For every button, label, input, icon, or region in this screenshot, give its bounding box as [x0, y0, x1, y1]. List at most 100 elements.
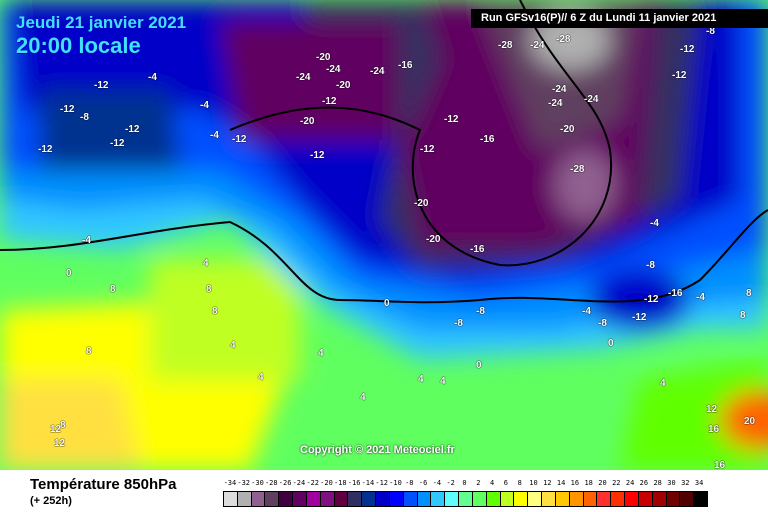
legend-tick-label: -34: [223, 479, 237, 487]
isotherm-label: -8: [646, 260, 655, 271]
isotherm-label: 8: [110, 284, 116, 295]
isotherm-label: -12: [310, 150, 325, 161]
legend-tick-label: 16: [570, 479, 580, 487]
temperature-map: -12 -8 -12 -12 -12 -4 -4 -4 -12 -4 -20 -…: [0, 0, 768, 470]
isotherm-label: -28: [556, 34, 571, 45]
legend-swatch: [348, 492, 363, 506]
isotherm-label: -12: [680, 44, 695, 55]
legend-tick-label: 10: [529, 479, 538, 487]
isotherm-label: -16: [470, 244, 485, 255]
legend-swatch: [583, 492, 598, 506]
legend-swatch: [500, 492, 515, 506]
isotherm-label: -8: [598, 318, 607, 329]
legend-tick-label: 12: [543, 479, 552, 487]
legend-tick-label: -20: [320, 479, 333, 487]
legend-swatch: [251, 492, 266, 506]
model-run-banner: Run GFSv16(P)// 6 Z du Lundi 11 janvier …: [471, 9, 768, 28]
legend-tick-label: 0: [462, 479, 467, 487]
isotherm-label: -24: [530, 40, 545, 51]
isotherm-label: -12: [60, 104, 75, 115]
legend-swatch: [555, 492, 570, 506]
isotherm-label: -16: [480, 134, 495, 145]
isotherm-label: 8: [212, 306, 218, 317]
isotherm-label: 4: [418, 374, 424, 385]
legend-swatch: [472, 492, 487, 506]
isotherm-label: 8: [86, 346, 92, 357]
legend-swatch: [265, 492, 280, 506]
isotherm-label: -28: [570, 164, 585, 175]
legend-tick-label: 34: [694, 479, 704, 487]
legend-ticks: -34 -32 -30 -28 -26 -24 -22 -20 -18 -16 -14 -12 -10-…: [223, 479, 755, 489]
isotherm-label: -28: [498, 40, 513, 51]
isotherm-label: 8: [746, 288, 752, 299]
isotherm-label: -24: [296, 72, 311, 83]
isotherm-label: -8: [80, 112, 89, 123]
legend-tick-label: -24: [292, 479, 306, 487]
legend-swatch: [542, 492, 556, 506]
isotherm-label: -4: [696, 292, 705, 303]
copyright: Copyright © 2021 Meteociel.fr: [300, 444, 455, 456]
legend-bar: [223, 491, 708, 507]
isotherm-label: 0: [608, 338, 614, 349]
isotherm-label: -4: [582, 306, 591, 317]
legend-swatch: [694, 492, 707, 506]
isotherm-label: -20: [560, 124, 575, 135]
isotherm-label: 0: [384, 298, 390, 309]
color-legend: -34 -32 -30 -28 -26 -24 -22 -20 -18 -16 -14 -12 -10-…: [223, 479, 755, 507]
legend-swatch: [597, 492, 612, 506]
legend-tick-label: -16: [347, 479, 361, 487]
isotherm-label: -24: [548, 98, 563, 109]
isotherm-label: 4: [230, 340, 236, 351]
map-title: Température 850hPa: [30, 476, 177, 493]
legend-swatch: [680, 492, 695, 506]
legend-swatch: [224, 492, 238, 506]
legend-swatch: [638, 492, 653, 506]
legend-tick-label: 26: [639, 479, 649, 487]
isotherm-label: -20: [426, 234, 441, 245]
isotherm-label: -12: [94, 80, 109, 91]
legend-tick-label: 20: [598, 479, 607, 487]
isotherm-label: -4: [82, 235, 91, 246]
isotherm-label: -24: [370, 66, 385, 77]
legend-tick-label: -14: [361, 479, 375, 487]
legend-tick-label: -2: [446, 479, 455, 487]
isotherm-label: 4: [318, 348, 324, 359]
isotherm-label: -20: [414, 198, 429, 209]
isotherm-label: 4: [360, 392, 366, 403]
legend-tick-label: 28: [653, 479, 662, 487]
legend-tick-label: -4: [432, 479, 442, 487]
isotherm-label: -20: [316, 52, 331, 63]
legend-swatch: [459, 492, 473, 506]
legend-swatch: [320, 492, 335, 506]
legend-swatch: [362, 492, 377, 506]
legend-tick-label: -22: [306, 479, 320, 487]
isotherm-label: 8: [206, 284, 212, 295]
isotherm-label: -8: [476, 306, 485, 317]
forecast-time: 20:00 locale: [16, 33, 141, 58]
legend-swatch: [652, 492, 667, 506]
forecast-lead-time: (+ 252h): [30, 495, 72, 507]
isotherm-label: 4: [258, 372, 264, 383]
isotherm-label: 8: [740, 310, 746, 321]
legend-tick-label: -26: [278, 479, 292, 487]
isotherm-label: 16: [714, 460, 726, 470]
legend-tick-label: -32: [237, 479, 251, 487]
legend-tick-label: -28: [264, 479, 278, 487]
legend-swatch: [528, 492, 543, 506]
isotherm-label: 16: [708, 424, 720, 435]
isotherm-label: 12: [50, 424, 62, 435]
isotherm-label: -20: [300, 116, 315, 127]
isotherm-label: -24: [584, 94, 599, 105]
legend-tick-label: -8: [405, 479, 414, 487]
legend-tick-label: 22: [612, 479, 621, 487]
isotherm-label: 20: [744, 416, 756, 427]
legend-tick-label: 24: [625, 479, 635, 487]
legend-tick-label: -6: [418, 479, 428, 487]
isotherm-label: 4: [660, 378, 666, 389]
legend-swatch: [445, 492, 460, 506]
legend-swatch: [293, 492, 307, 506]
legend-tick-label: 14: [556, 479, 566, 487]
isotherm-label: -24: [326, 64, 341, 75]
isotherm-label: -12: [672, 70, 687, 81]
legend-swatch: [417, 492, 432, 506]
